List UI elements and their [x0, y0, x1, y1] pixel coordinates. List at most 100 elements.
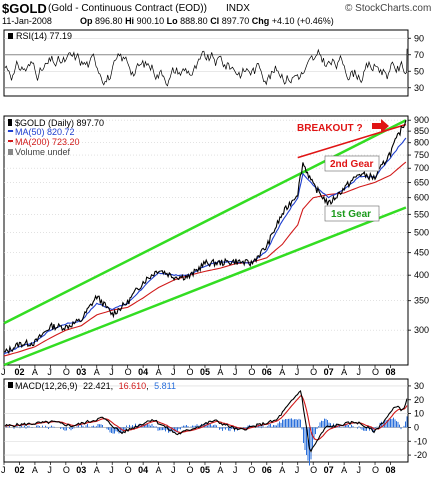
gear2-annotation: 2nd Gear [330, 159, 373, 170]
x-tick-label: A [156, 465, 162, 475]
x-tick-label: J [233, 367, 238, 377]
instrument-name: (Gold - Continuous Contract (EOD)) [48, 3, 207, 14]
rsi-tick-label: 90 [414, 33, 424, 43]
macd-frame [3, 378, 409, 463]
macd-legend-prefix: MACD(12,26,9) [15, 381, 78, 391]
price-tick-label: 850 [414, 126, 429, 136]
macd-signal-line [4, 395, 408, 441]
macd-legend-hist: 5.811 [154, 381, 176, 391]
macd-axis: 30 20 10 0 -10 -20 [408, 381, 427, 460]
x-tick-label: O [310, 367, 317, 377]
x-axis-bottom: J 02 A J O 03 A J O 04 A J O 05 A J O 06 A J O 07 A J O 08 [1, 462, 395, 475]
x-tick-label: A [156, 367, 162, 377]
x-tick-label: A [279, 465, 285, 475]
volume-legend: Volume undef [15, 147, 71, 157]
x-tick-label: O [248, 367, 255, 377]
x-tick-label: 03 [76, 465, 86, 475]
price-tick-label: 300 [414, 325, 429, 335]
ma200-line [3, 161, 407, 357]
x-tick-label: O [63, 465, 70, 475]
rsi-legend: RSI(14) 77.19 [16, 31, 72, 41]
chart-header: $GOLD (Gold - Continuous Contract (EOD))… [0, 0, 437, 28]
high-value: 900.10 [136, 16, 165, 26]
price-tick-label: 500 [414, 228, 429, 238]
quote-date: 11-Jan-2008 [2, 16, 52, 26]
rsi-axis: 90 70 50 30 [408, 33, 424, 93]
symbol-title: $GOLD [2, 1, 47, 16]
x-tick-label: J [233, 465, 238, 475]
x-tick-label: 05 [200, 367, 210, 377]
x-tick-label: O [187, 465, 194, 475]
exchange-label: INDX [226, 3, 250, 14]
rsi-tick-label: 30 [414, 83, 424, 93]
x-tick-label: J [47, 465, 52, 475]
x-tick-label: J [295, 367, 300, 377]
x-tick-label: 04 [138, 465, 148, 475]
price-tick-label: 900 [414, 115, 429, 125]
x-axis: J 02 A J O 03 A J O 04 A J O 05 A J O 06 A J O 07 A J O 08 [1, 365, 395, 377]
x-tick-label: 03 [76, 367, 86, 377]
price-tick-label: 600 [414, 193, 429, 203]
macd-legend: MACD(12,26,9) 22.421, 16.610, 5.811 [15, 381, 176, 391]
ma50-legend: MA(50) 820.72 [15, 127, 75, 137]
macd-panel: MACD(12,26,9) 22.421, 16.610, 5.811 30 20… [3, 378, 427, 466]
breakout-arrow-icon [372, 119, 389, 133]
x-tick-label: 05 [200, 465, 210, 475]
rsi-tick-label: 50 [414, 66, 424, 76]
gear1-label-box [324, 205, 380, 222]
x-tick-label: J [357, 465, 362, 475]
x-tick-label: A [32, 367, 38, 377]
quote-ohlc: Op 896.80 Hi 900.10 Lo 888.80 Cl 897.70 … [80, 16, 334, 26]
channel-upper-line [3, 119, 407, 325]
x-tick-label: J [47, 367, 52, 377]
price-tick-label: 400 [414, 270, 429, 280]
macd-legend-macd: 22.421 [83, 381, 111, 391]
x-tick-label: J [171, 367, 176, 377]
volume-legend-swatch [8, 149, 13, 155]
x-tick-label: 08 [385, 367, 395, 377]
macd-line [4, 390, 408, 453]
price-tick-label: 650 [414, 177, 429, 187]
x-tick-label: 04 [138, 367, 148, 377]
x-tick-label: O [125, 465, 132, 475]
x-tick-label: A [217, 465, 223, 475]
open-value: 896.80 [95, 16, 123, 26]
x-tick-label: O [63, 367, 70, 377]
x-tick-label: J [171, 465, 176, 475]
price-line [3, 120, 407, 355]
macd-tick-label: -10 [414, 436, 427, 446]
x-tick-label: J [1, 367, 6, 377]
macd-tick-label: -20 [414, 450, 427, 460]
breakout-annotation: BREAKOUT ? [297, 123, 363, 134]
macd-tick-label: 20 [414, 395, 424, 405]
macd-tick-label: 0 [414, 422, 419, 432]
rsi-legend-swatch [8, 33, 13, 39]
x-tick-label: J [357, 367, 362, 377]
x-tick-label: 07 [324, 465, 334, 475]
x-tick-label: O [248, 465, 255, 475]
macd-tick-label: 30 [414, 381, 424, 391]
x-tick-label: 07 [324, 367, 334, 377]
x-tick-label: A [217, 367, 223, 377]
price-tick-label: 350 [414, 296, 429, 306]
x-tick-label: O [125, 367, 132, 377]
rsi-tick-label: 70 [414, 50, 424, 60]
x-tick-label: J [109, 465, 114, 475]
x-tick-label: A [94, 367, 100, 377]
price-tick-label: 750 [414, 150, 429, 160]
x-tick-label: A [32, 465, 38, 475]
low-value: 888.80 [180, 16, 208, 26]
price-tick-label: 700 [414, 163, 429, 173]
price-tick-label: 550 [414, 209, 429, 219]
price-panel: $GOLD (Daily) 897.70 MA(50) 820.72 MA(20… [3, 115, 429, 367]
x-tick-label: O [187, 367, 194, 377]
price-legend: $GOLD (Daily) 897.70 [15, 118, 104, 128]
x-tick-label: 06 [262, 367, 272, 377]
breakout-line [297, 123, 407, 159]
high-label: Hi [125, 16, 135, 26]
price-legend-swatch [8, 119, 12, 126]
low-label: Lo [166, 16, 178, 26]
macd-legend-swatch [8, 382, 13, 388]
